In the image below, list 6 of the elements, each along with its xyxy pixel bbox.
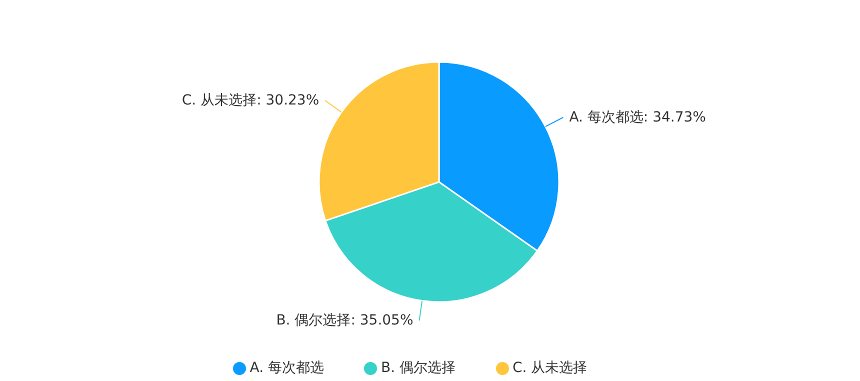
legend-label: A. 每次都选 [250,360,324,376]
legend-label: B. 偶尔选择 [381,360,456,376]
legend-label: C. 从未选择 [512,360,588,376]
data-label: C. 从未选择: 30.23% [182,92,320,109]
data-label: A. 每次都选: 34.73% [569,109,706,126]
data-label: B. 偶尔选择: 35.05% [276,312,414,329]
